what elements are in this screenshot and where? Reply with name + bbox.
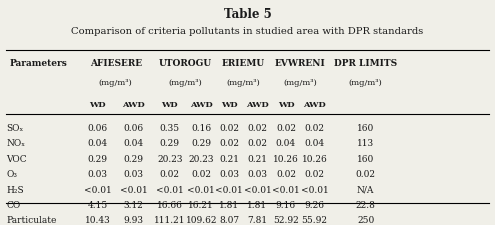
Text: 9.26: 9.26 bbox=[304, 201, 325, 210]
Text: 111.21: 111.21 bbox=[154, 216, 186, 225]
Text: 0.21: 0.21 bbox=[248, 155, 267, 164]
Text: (mg/m³): (mg/m³) bbox=[226, 79, 260, 87]
Text: 0.04: 0.04 bbox=[123, 140, 144, 148]
Text: 9.93: 9.93 bbox=[123, 216, 144, 225]
Text: <0.01: <0.01 bbox=[188, 186, 215, 195]
Text: 0.02: 0.02 bbox=[304, 124, 325, 133]
Text: WD: WD bbox=[278, 101, 294, 109]
Text: SOₓ: SOₓ bbox=[6, 124, 24, 133]
Text: 16.21: 16.21 bbox=[189, 201, 214, 210]
Text: O₃: O₃ bbox=[6, 170, 17, 179]
Text: N/A: N/A bbox=[357, 186, 374, 195]
Text: 0.02: 0.02 bbox=[248, 124, 267, 133]
Text: 0.29: 0.29 bbox=[160, 140, 180, 148]
Text: WD: WD bbox=[89, 101, 106, 109]
Text: WD: WD bbox=[161, 101, 178, 109]
Text: UTOROGU: UTOROGU bbox=[158, 59, 212, 68]
Text: 0.02: 0.02 bbox=[276, 124, 296, 133]
Text: 160: 160 bbox=[357, 124, 374, 133]
Text: 1.81: 1.81 bbox=[219, 201, 240, 210]
Text: 10.43: 10.43 bbox=[85, 216, 110, 225]
Text: 10.26: 10.26 bbox=[301, 155, 327, 164]
Text: <0.01: <0.01 bbox=[300, 186, 328, 195]
Text: (mg/m³): (mg/m³) bbox=[168, 79, 202, 87]
Text: 0.02: 0.02 bbox=[219, 140, 240, 148]
Text: 0.04: 0.04 bbox=[88, 140, 107, 148]
Text: EVWRENI: EVWRENI bbox=[275, 59, 326, 68]
Text: <0.01: <0.01 bbox=[244, 186, 271, 195]
Text: AFIESERE: AFIESERE bbox=[90, 59, 142, 68]
Text: <0.01: <0.01 bbox=[215, 186, 243, 195]
Text: 160: 160 bbox=[357, 155, 374, 164]
Text: Table 5: Table 5 bbox=[224, 9, 271, 21]
Text: 250: 250 bbox=[357, 216, 374, 225]
Text: 0.29: 0.29 bbox=[191, 140, 211, 148]
Text: 0.03: 0.03 bbox=[123, 170, 144, 179]
Text: 52.92: 52.92 bbox=[273, 216, 299, 225]
Text: 0.02: 0.02 bbox=[304, 170, 325, 179]
Text: AWD: AWD bbox=[122, 101, 145, 109]
Text: VOC: VOC bbox=[6, 155, 27, 164]
Text: 0.04: 0.04 bbox=[276, 140, 296, 148]
Text: H₂S: H₂S bbox=[6, 186, 24, 195]
Text: (mg/m³): (mg/m³) bbox=[283, 79, 317, 87]
Text: AWD: AWD bbox=[190, 101, 213, 109]
Text: 0.02: 0.02 bbox=[356, 170, 376, 179]
Text: 16.66: 16.66 bbox=[157, 201, 183, 210]
Text: 20.23: 20.23 bbox=[157, 155, 183, 164]
Text: 0.02: 0.02 bbox=[219, 124, 240, 133]
Text: CO: CO bbox=[6, 201, 21, 210]
Text: 1.81: 1.81 bbox=[248, 201, 267, 210]
Text: 0.29: 0.29 bbox=[88, 155, 107, 164]
Text: 0.21: 0.21 bbox=[219, 155, 240, 164]
Text: 0.02: 0.02 bbox=[191, 170, 211, 179]
Text: NOₓ: NOₓ bbox=[6, 140, 26, 148]
Text: <0.01: <0.01 bbox=[272, 186, 300, 195]
Text: 9.16: 9.16 bbox=[276, 201, 296, 210]
Text: Comparison of criteria pollutants in studied area with DPR standards: Comparison of criteria pollutants in stu… bbox=[71, 27, 424, 36]
Text: 55.92: 55.92 bbox=[301, 216, 328, 225]
Text: 0.03: 0.03 bbox=[248, 170, 267, 179]
Text: 0.29: 0.29 bbox=[123, 155, 144, 164]
Text: 10.26: 10.26 bbox=[273, 155, 299, 164]
Text: 4.15: 4.15 bbox=[87, 201, 107, 210]
Text: AWD: AWD bbox=[246, 101, 269, 109]
Text: 0.35: 0.35 bbox=[160, 124, 180, 133]
Text: 0.06: 0.06 bbox=[123, 124, 144, 133]
Text: <0.01: <0.01 bbox=[119, 186, 147, 195]
Text: (mg/m³): (mg/m³) bbox=[349, 79, 383, 87]
Text: 8.07: 8.07 bbox=[219, 216, 240, 225]
Text: 113: 113 bbox=[357, 140, 374, 148]
Text: (mg/m³): (mg/m³) bbox=[99, 79, 133, 87]
Text: 109.62: 109.62 bbox=[186, 216, 217, 225]
Text: DPR LIMITS: DPR LIMITS bbox=[334, 59, 397, 68]
Text: 20.23: 20.23 bbox=[189, 155, 214, 164]
Text: 0.02: 0.02 bbox=[248, 140, 267, 148]
Text: 0.16: 0.16 bbox=[191, 124, 211, 133]
Text: WD: WD bbox=[221, 101, 238, 109]
Text: AWD: AWD bbox=[303, 101, 326, 109]
Text: ERIEMU: ERIEMU bbox=[222, 59, 265, 68]
Text: <0.01: <0.01 bbox=[156, 186, 184, 195]
Text: <0.01: <0.01 bbox=[84, 186, 111, 195]
Text: 0.03: 0.03 bbox=[88, 170, 107, 179]
Text: 0.02: 0.02 bbox=[160, 170, 180, 179]
Text: 3.12: 3.12 bbox=[123, 201, 144, 210]
Text: 7.81: 7.81 bbox=[248, 216, 267, 225]
Text: 0.04: 0.04 bbox=[304, 140, 325, 148]
Text: 0.06: 0.06 bbox=[88, 124, 107, 133]
Text: Parameters: Parameters bbox=[9, 59, 67, 68]
Text: 0.02: 0.02 bbox=[276, 170, 296, 179]
Text: 22.8: 22.8 bbox=[356, 201, 376, 210]
Text: 0.03: 0.03 bbox=[219, 170, 240, 179]
Text: Particulate: Particulate bbox=[6, 216, 57, 225]
